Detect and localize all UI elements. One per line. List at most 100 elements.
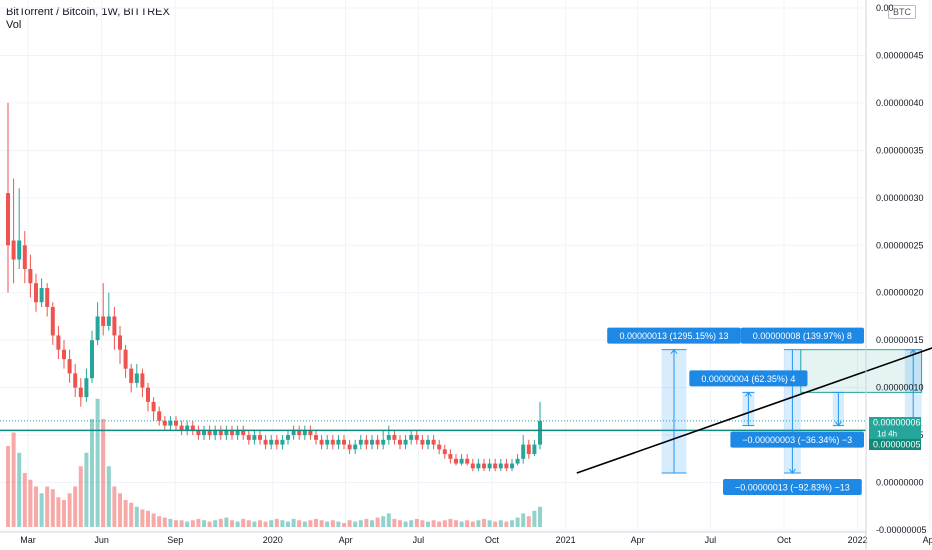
measure-box	[661, 349, 687, 474]
volume-bar	[106, 466, 111, 527]
volume-bar	[67, 493, 72, 527]
volume-bar	[325, 521, 330, 527]
volume-bar	[134, 506, 139, 527]
x-tick-label: Oct	[485, 535, 500, 545]
volume-bar	[252, 521, 257, 527]
volume-bar	[280, 520, 285, 527]
candle-body	[6, 193, 10, 246]
volume-bar	[151, 513, 156, 527]
candle-body	[286, 435, 290, 440]
volume-bar	[22, 473, 27, 527]
measure-box	[904, 349, 922, 426]
volume-bar	[179, 520, 184, 527]
measure-label: 0.00000013 (1295.15%) 13	[619, 331, 728, 341]
candle-body	[426, 439, 430, 445]
volume-bar	[168, 518, 173, 527]
volume-bar	[526, 516, 531, 527]
measure-label: −0.00000003 (−36.34%) −3	[742, 435, 852, 445]
volume-bar	[403, 521, 408, 527]
drawing-tools	[0, 347, 932, 474]
candle-body	[526, 444, 531, 455]
volume-bar	[50, 489, 55, 527]
price-tag-bottom-bg	[869, 439, 921, 450]
candle-body	[162, 420, 167, 426]
y-tick-label: 0.00000030	[876, 193, 924, 203]
candle-body	[157, 411, 162, 421]
volume-bar	[319, 520, 324, 527]
volume-bar	[465, 520, 470, 527]
price-tag-top-bg	[869, 417, 921, 428]
volume-bar	[246, 520, 251, 527]
x-tick-label: Jun	[94, 535, 109, 545]
y-tick-label: 0.00000040	[876, 98, 924, 108]
candle-body	[129, 368, 134, 383]
currency-badge[interactable]: BTC	[888, 5, 916, 19]
candle-body	[34, 283, 38, 303]
candle-body	[409, 435, 414, 440]
volume-bar	[17, 452, 22, 527]
volume-bar	[297, 520, 302, 527]
chart-title: BitTorrent / Bitcoin, 1W, BITTREX	[6, 6, 170, 18]
candle-body	[230, 430, 234, 436]
candle-body	[168, 420, 173, 426]
volume-bar	[11, 432, 16, 527]
x-tick-label: Sep	[167, 535, 183, 545]
volume-bar	[330, 520, 335, 527]
candle-body	[353, 444, 358, 450]
volume-bar	[498, 520, 503, 527]
volume-bar	[274, 518, 279, 527]
volume-bar	[207, 521, 212, 527]
candle-body	[95, 316, 100, 341]
y-tick-label: 0.00000000	[876, 478, 924, 488]
candle-body	[241, 430, 246, 436]
measure-label-bg	[689, 370, 808, 387]
volume-bar	[521, 513, 526, 527]
y-tick-label: 0.00000010	[876, 383, 924, 393]
candle-body	[17, 240, 22, 260]
volume-bar	[123, 500, 128, 527]
candle-body	[22, 245, 27, 269]
volume-bar	[213, 520, 218, 527]
candle-body	[521, 444, 526, 459]
volume-bar	[263, 521, 268, 527]
candle-body	[246, 435, 251, 440]
volume-bar	[364, 518, 369, 527]
candle-body	[330, 439, 335, 445]
measure-label-bg	[730, 431, 864, 448]
candle-body	[67, 359, 72, 374]
volume-bar	[420, 520, 425, 527]
volume-bar	[140, 509, 145, 527]
volume-bar	[95, 398, 100, 527]
volume-bar	[347, 520, 352, 527]
candle-body	[498, 463, 503, 469]
candle-body	[280, 439, 285, 445]
trendline	[576, 347, 932, 474]
volume-bar	[235, 521, 240, 527]
candle-body	[342, 439, 346, 445]
arrow-head-icon	[789, 468, 796, 474]
candle-body	[504, 463, 509, 469]
volume-bar	[84, 452, 89, 527]
candle-body	[151, 401, 156, 412]
volume-bar	[162, 517, 167, 527]
candle-body	[146, 387, 150, 402]
volume-bar	[174, 520, 178, 527]
volume-bar	[157, 516, 162, 527]
candle-body	[252, 435, 257, 440]
measure-box	[742, 392, 755, 426]
volume-bar	[454, 520, 458, 527]
y-tick-label: 0.00000045	[876, 50, 924, 60]
volume-bar	[448, 518, 453, 527]
candle-body	[459, 458, 464, 464]
candle-body	[392, 435, 397, 440]
volume-bar	[370, 520, 374, 527]
volume-bar	[78, 466, 83, 527]
projection-box	[800, 349, 923, 393]
candle-body	[28, 269, 33, 284]
candle-body	[190, 425, 195, 431]
candle-body	[274, 439, 279, 445]
price-tag-countdown: 1d 4h	[877, 430, 897, 439]
